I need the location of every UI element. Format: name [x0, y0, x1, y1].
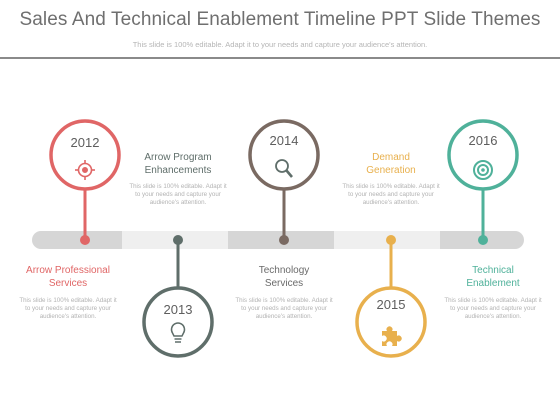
milestone-description-2012: This slide is 100% editable. Adapt it to…: [19, 297, 117, 320]
timeline-bar: [32, 231, 524, 249]
lightbulb-icon: [170, 322, 186, 343]
year-label-2014: 2014: [269, 133, 299, 148]
year-circle: [248, 119, 320, 191]
timeline-dot: [80, 235, 90, 245]
milestone-title-2014: Technology Services: [258, 265, 310, 289]
year-circle: [355, 286, 427, 358]
timeline-dot: [173, 235, 183, 245]
magnifier-icon: [275, 159, 293, 178]
timeline-dot: [279, 235, 289, 245]
milestone-title-2013: Arrow Program Enhancements: [144, 152, 212, 176]
year-label-2016: 2016: [468, 133, 498, 148]
slide-title: Sales And Technical Enablement Timeline …: [19, 9, 541, 30]
milestone-title-2012: Arrow Professional Services: [26, 265, 110, 289]
year-label-2012: 2012: [70, 135, 100, 150]
year-circle: [142, 286, 214, 358]
timeline-dot: [386, 235, 396, 245]
bullseye-icon: [473, 160, 493, 180]
milestone-2012: [49, 119, 121, 245]
target-icon: [75, 160, 95, 180]
milestone-description-2014: This slide is 100% editable. Adapt it to…: [235, 297, 333, 320]
year-circle: [447, 119, 519, 191]
milestone-2014: [248, 119, 320, 245]
milestone-description-2016: This slide is 100% editable. Adapt it to…: [444, 297, 542, 320]
slide-subtitle: This slide is 100% editable. Adapt it to…: [132, 40, 428, 49]
milestone-description-2015: This slide is 100% editable. Adapt it to…: [342, 183, 440, 206]
milestone-description-2013: This slide is 100% editable. Adapt it to…: [129, 183, 227, 206]
puzzle-icon: [382, 326, 402, 346]
title-divider: [0, 57, 560, 59]
year-label-2013: 2013: [163, 302, 193, 317]
milestone-title-2015: Demand Generation: [366, 152, 416, 176]
milestone-title-2016: Technical Enablement: [466, 265, 520, 289]
milestone-2015: [355, 235, 427, 358]
year-circle: [49, 119, 121, 191]
timeline-dot: [478, 235, 488, 245]
year-label-2015: 2015: [376, 297, 406, 312]
milestone-2016: [447, 119, 519, 245]
milestone-2013: [142, 235, 214, 358]
